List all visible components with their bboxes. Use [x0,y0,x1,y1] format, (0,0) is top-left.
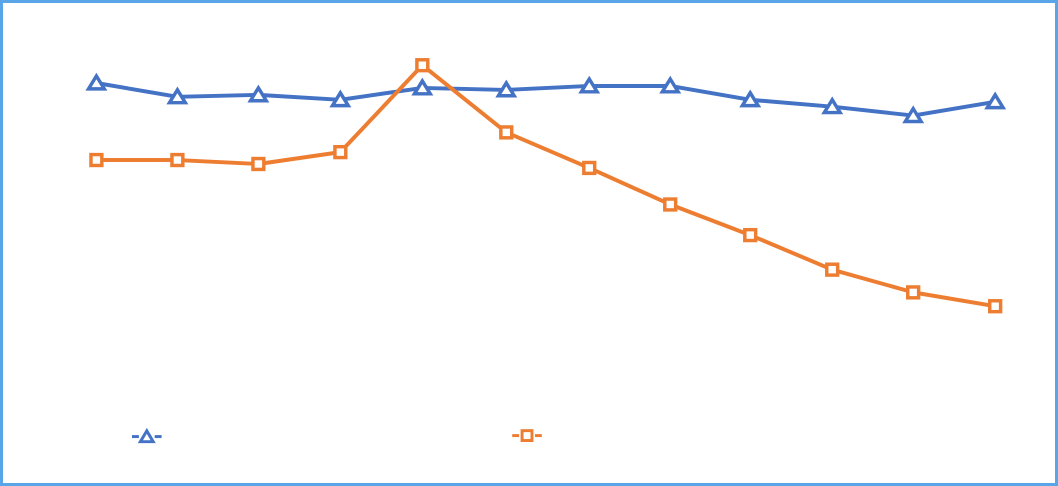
series-1-triangle-marker [247,84,270,103]
series-2-line [94,63,998,309]
series-1-triangle-marker [411,77,434,96]
series-1-triangle-marker [166,86,189,105]
series-2-square-marker [415,58,430,73]
legend-square-icon [520,429,534,443]
series-2-square-marker [499,125,514,140]
series-1-line [94,81,998,118]
legend-key-series-1 [131,427,162,444]
series-1-triangle-marker [659,75,682,94]
series-2-square-marker [582,160,597,176]
series-2-square-marker [743,227,758,243]
line-chart [85,58,1007,444]
legend-triangle-icon [137,427,156,444]
series-2-square-marker [89,152,104,168]
series-1-triangle-marker [821,96,844,115]
series-1-triangle-marker [902,105,925,124]
series-2-square-marker [663,197,678,212]
series-1-triangle-marker [329,89,352,108]
series-2-square-marker [333,144,348,160]
series-1-triangle-marker [495,79,518,98]
series-1-triangle-marker [984,91,1007,110]
series-1-triangle-marker [739,89,762,108]
series-1-triangle-marker [578,75,601,94]
legend-key-series-2 [512,429,542,443]
series-2-square-marker [170,152,185,168]
series-2-square-marker [988,299,1003,314]
series-2-square-marker [906,285,921,300]
series-2-square-marker [251,156,266,172]
series-1-triangle-marker [85,72,108,91]
series-2-square-marker [825,262,840,277]
